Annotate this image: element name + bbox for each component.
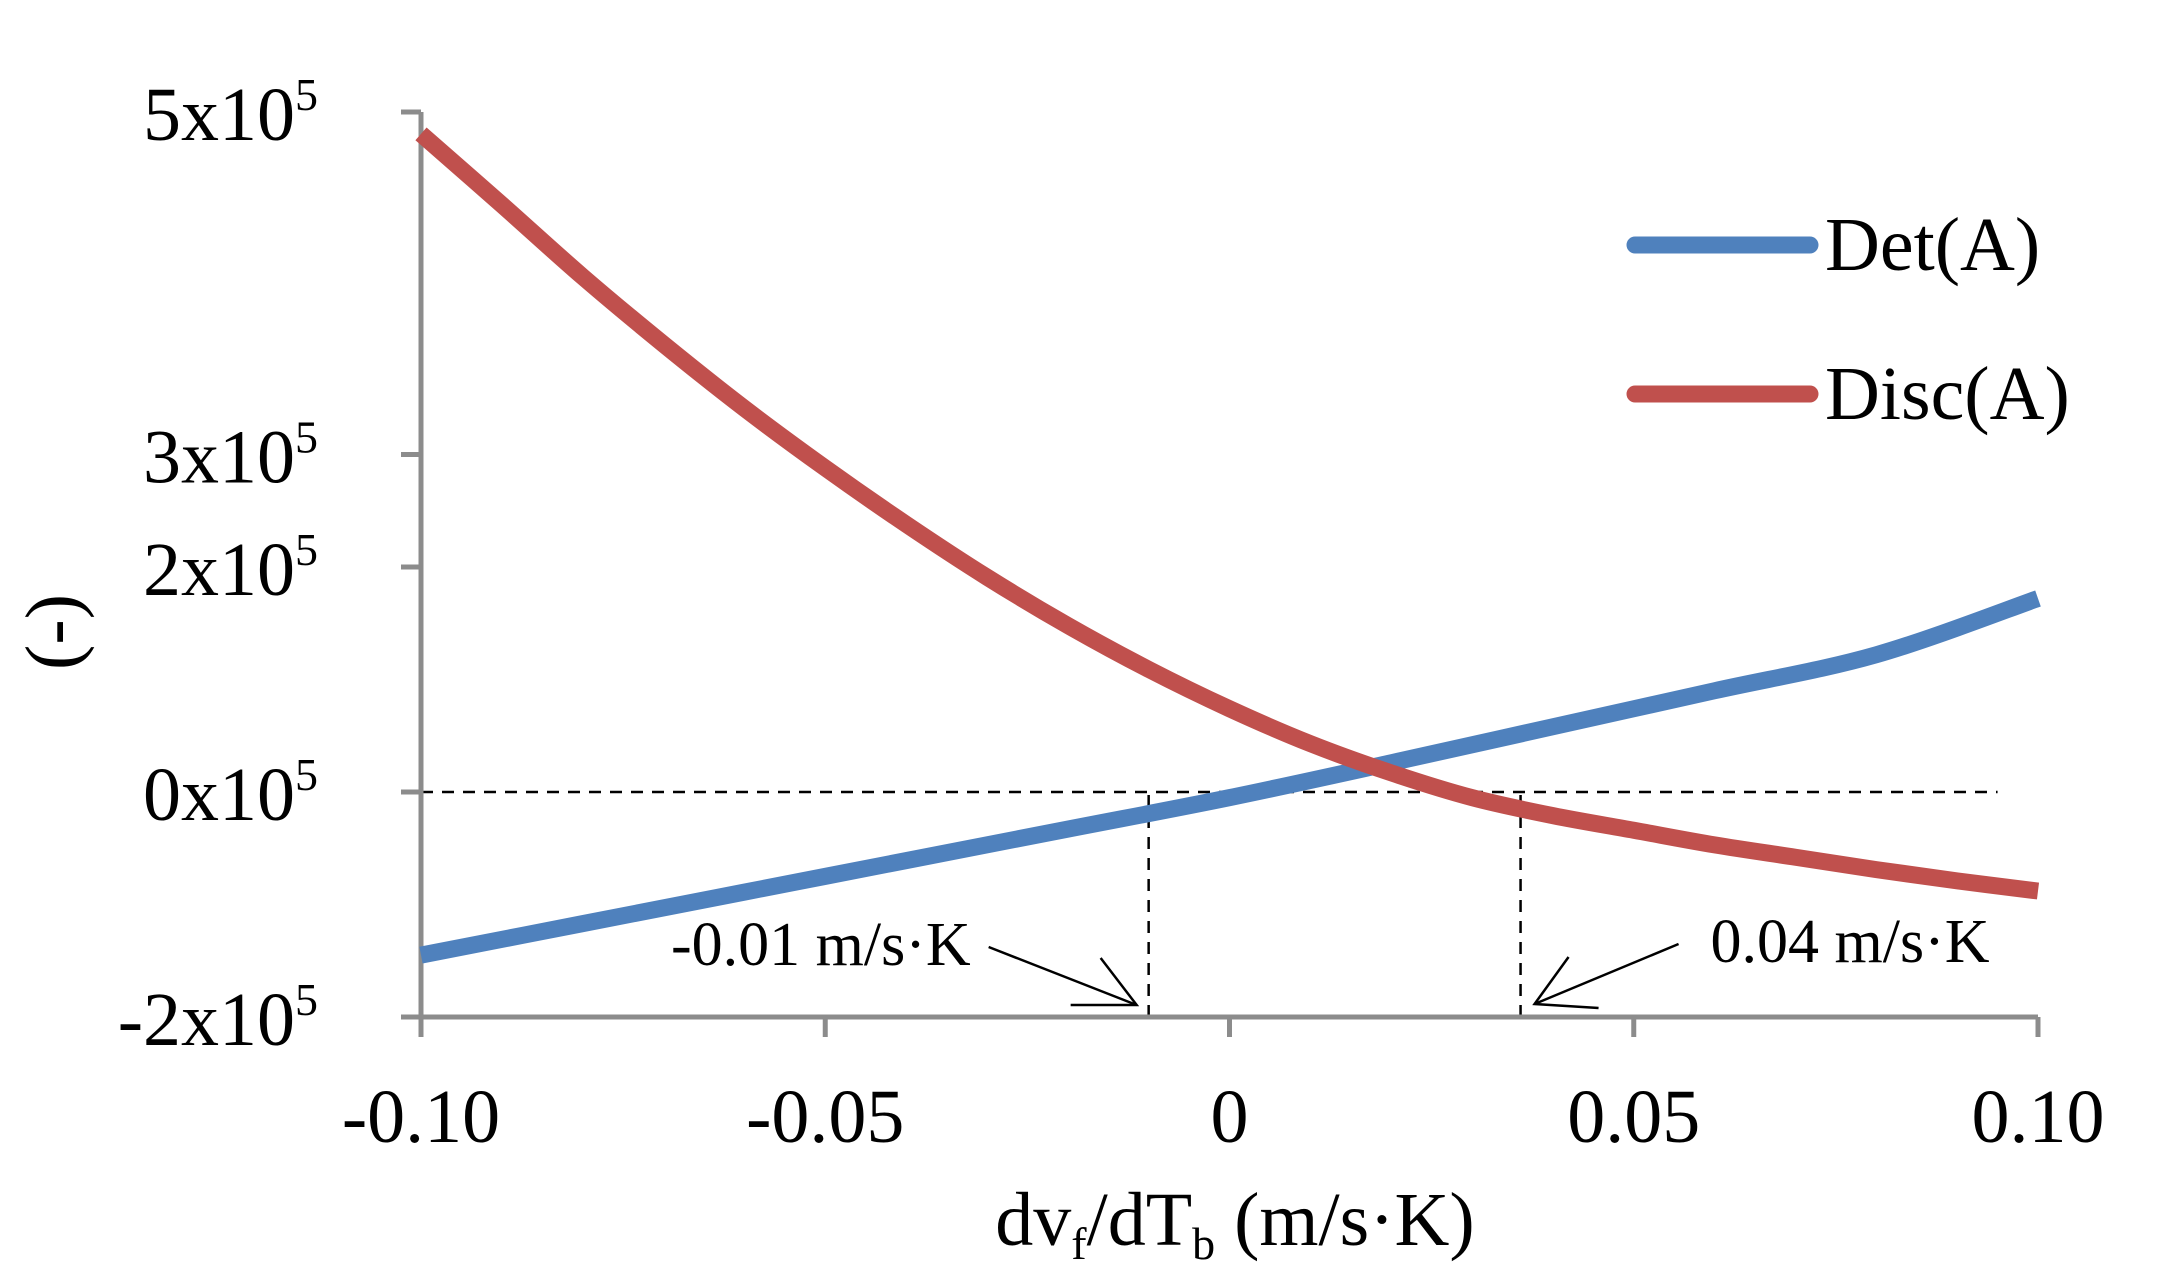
x-tick-label: 0: [1211, 1075, 1249, 1159]
ticks: -0.10 -0.05 0 0.05 0.10 -2x105 0x105 2x105 3x105…: [118, 69, 2105, 1159]
legend: Det(A) Disc(A): [1626, 203, 2070, 436]
legend-label-det: Det(A): [1825, 203, 2040, 287]
annotation-arrowhead-right: [1532, 956, 1599, 1010]
annotation-arrow-left: [988, 945, 1138, 1007]
series: [415, 127, 2041, 964]
annotations: -0.01 m/s·K 0.04 m/s·K: [671, 908, 1990, 1010]
x-tick-label: -0.10: [342, 1075, 500, 1159]
y-tick-label: 2x105: [143, 524, 318, 612]
y-axis-title: (-): [11, 594, 95, 670]
y-tick-label: 0x105: [143, 749, 318, 837]
annotation-arrowhead-left: [1070, 957, 1140, 1007]
x-tick-label: 0.05: [1567, 1075, 1700, 1159]
series-line-det-a: [419, 590, 2041, 964]
y-tick-label: 3x105: [143, 412, 318, 500]
legend-label-disc: Disc(A): [1825, 352, 2070, 436]
y-tick-label: -2x105: [118, 974, 318, 1062]
annotation-label-right: 0.04 m/s·K: [1711, 908, 1990, 976]
x-tick-label: 0.10: [1972, 1075, 2105, 1159]
annotation-label-left: -0.01 m/s·K: [671, 911, 971, 979]
annotation-arrow-right: [1534, 942, 1680, 1006]
series-line-disc-a: [415, 127, 2040, 900]
x-tick-label: -0.05: [746, 1075, 904, 1159]
x-axis-title: dvf/dTb (m/s·K): [995, 1178, 1475, 1269]
y-tick-label: 5x105: [143, 69, 318, 157]
reference-lines: [421, 790, 1998, 1017]
